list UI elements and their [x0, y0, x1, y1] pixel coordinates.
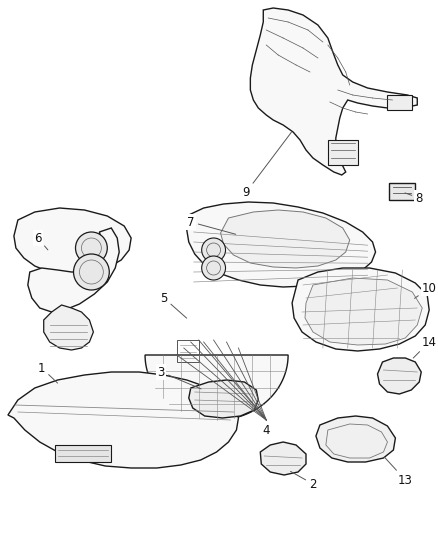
Circle shape	[201, 238, 226, 262]
Polygon shape	[187, 202, 375, 287]
Text: 9: 9	[243, 132, 291, 198]
Text: 4: 4	[262, 424, 270, 437]
Text: 1: 1	[38, 361, 58, 383]
Polygon shape	[292, 268, 429, 351]
Text: 6: 6	[34, 231, 48, 250]
Polygon shape	[145, 355, 288, 420]
Polygon shape	[44, 305, 93, 350]
Polygon shape	[8, 372, 238, 468]
Polygon shape	[328, 140, 358, 165]
Polygon shape	[260, 442, 306, 475]
Polygon shape	[189, 380, 258, 418]
Polygon shape	[389, 183, 415, 200]
Text: 3: 3	[157, 366, 201, 389]
Circle shape	[201, 256, 226, 280]
Text: 14: 14	[413, 335, 437, 358]
Polygon shape	[388, 95, 412, 110]
Polygon shape	[55, 445, 111, 462]
Polygon shape	[28, 228, 119, 312]
Polygon shape	[316, 416, 396, 462]
Polygon shape	[14, 208, 131, 274]
Polygon shape	[221, 210, 350, 268]
Text: 2: 2	[290, 471, 317, 490]
Text: 5: 5	[160, 292, 187, 318]
Text: 13: 13	[385, 457, 413, 487]
Polygon shape	[305, 278, 422, 345]
Text: 8: 8	[405, 191, 423, 205]
Polygon shape	[251, 8, 417, 175]
Circle shape	[74, 254, 110, 290]
Circle shape	[75, 232, 107, 264]
Polygon shape	[378, 358, 421, 394]
Text: 7: 7	[187, 215, 236, 235]
Text: 10: 10	[414, 281, 437, 298]
